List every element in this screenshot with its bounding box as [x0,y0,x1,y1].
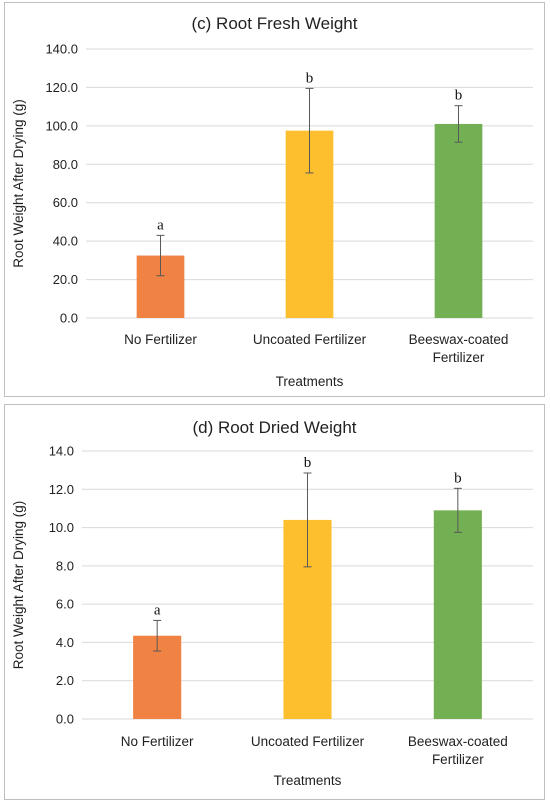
significance-label: a [154,602,161,618]
bar [434,123,483,318]
significance-label: b [454,470,462,486]
y-tick-label: 4.0 [56,635,74,650]
x-category-label: No Fertilizer [121,734,194,749]
y-tick-label: 40.0 [53,234,78,249]
x-category-label: Beeswax-coated [409,332,509,347]
y-tick-label: 10.0 [49,520,74,535]
x-axis-label: Treatments [276,374,344,389]
y-tick-label: 12.0 [49,482,74,497]
chart-title: (c) Root Fresh Weight [192,14,358,33]
significance-label: a [157,217,164,233]
significance-label: b [455,88,463,104]
x-category-label: Fertilizer [432,752,484,767]
y-tick-label: 14.0 [49,444,74,459]
y-axis-label: Root Weight After Drying (g) [11,99,26,268]
y-tick-label: 6.0 [56,597,74,612]
y-tick-label: 120.0 [45,80,78,95]
y-axis-label: Root Weight After Drying (g) [11,501,26,670]
x-axis-label: Treatments [274,773,342,788]
x-category-label: No Fertilizer [124,332,197,347]
x-category-label: Beeswax-coated [408,734,508,749]
y-tick-label: 100.0 [45,118,78,133]
y-tick-label: 140.0 [45,42,78,57]
y-tick-label: 0.0 [60,311,78,326]
significance-label: b [306,70,314,86]
y-tick-label: 80.0 [53,157,78,172]
y-tick-label: 0.0 [56,712,74,727]
y-tick-label: 60.0 [53,195,78,210]
y-tick-label: 2.0 [56,673,74,688]
y-tick-label: 20.0 [53,272,78,287]
chart-svg: (c) Root Fresh Weight 0.0 20.0 40.0 60.0 80.0… [11,14,533,389]
bar [433,510,482,719]
x-category-label: Uncoated Fertilizer [253,332,367,347]
chart-svg: (d) Root Dried Weight 0.0 2.0 4.0 6.0 8.0 10.0… [11,418,533,788]
significance-label: b [304,455,312,471]
chart-panel-root-dried-weight: (d) Root Dried Weight 0.0 2.0 4.0 6.0 8.0 10.0… [4,404,545,800]
y-tick-label: 8.0 [56,558,74,573]
chart-panel-root-fresh-weight: (c) Root Fresh Weight 0.0 20.0 40.0 60.0 80.0… [4,2,545,397]
x-category-label: Fertilizer [433,350,485,365]
x-category-label: Uncoated Fertilizer [251,734,365,749]
chart-title: (d) Root Dried Weight [192,418,356,437]
